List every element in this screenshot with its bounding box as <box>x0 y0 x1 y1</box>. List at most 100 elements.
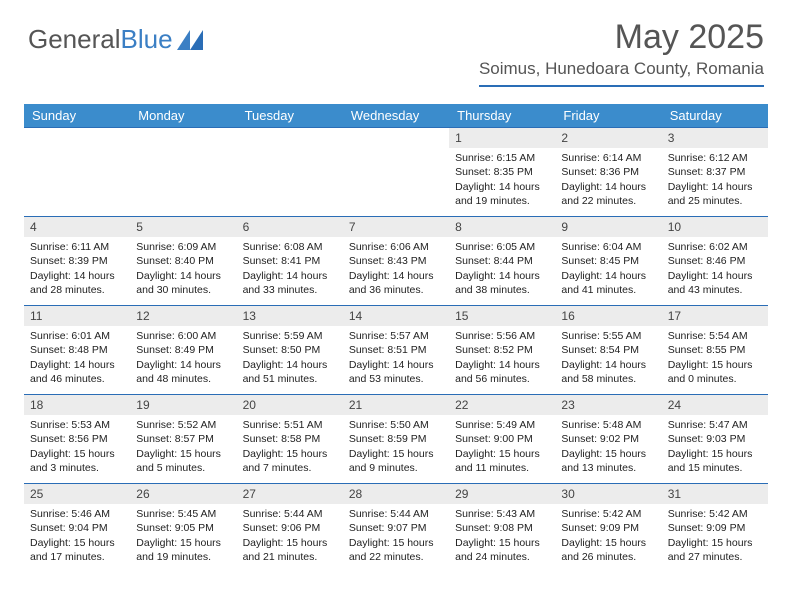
day-cell <box>24 128 130 216</box>
weekday-header: Tuesday <box>237 104 343 127</box>
day-cell: 24Sunrise: 5:47 AMSunset: 9:03 PMDayligh… <box>662 395 768 483</box>
sunrise-text: Sunrise: 5:54 AM <box>668 329 762 343</box>
logo-triangle-icon <box>177 30 203 50</box>
weekday-header: Sunday <box>24 104 130 127</box>
sunset-text: Sunset: 8:43 PM <box>349 254 443 268</box>
day-number: 23 <box>555 395 661 415</box>
sunrise-text: Sunrise: 6:09 AM <box>136 240 230 254</box>
daylight-text-2: and 33 minutes. <box>243 283 337 297</box>
day-number: 24 <box>662 395 768 415</box>
day-number: 3 <box>662 128 768 148</box>
sunset-text: Sunset: 8:55 PM <box>668 343 762 357</box>
day-cell: 7 Sunrise: 6:06 AMSunset: 8:43 PMDaylight… <box>343 217 449 305</box>
day-content: Sunrise: 5:53 AMSunset: 8:56 PMDaylight:… <box>24 418 130 479</box>
day-number: 22 <box>449 395 555 415</box>
day-number: 28 <box>343 484 449 504</box>
day-number: 18 <box>24 395 130 415</box>
sunrise-text: Sunrise: 5:52 AM <box>136 418 230 432</box>
day-content: Sunrise: 6:04 AMSunset: 8:45 PMDaylight:… <box>555 240 661 301</box>
day-content: Sunrise: 6:12 AMSunset: 8:37 PMDaylight:… <box>662 151 768 212</box>
daylight-text-1: Daylight: 15 hours <box>30 536 124 550</box>
sunrise-text: Sunrise: 5:59 AM <box>243 329 337 343</box>
sunset-text: Sunset: 8:56 PM <box>30 432 124 446</box>
daylight-text-1: Daylight: 14 hours <box>561 358 655 372</box>
month-title: May 2025 <box>479 18 764 57</box>
weekday-header: Wednesday <box>343 104 449 127</box>
weekday-header: Thursday <box>449 104 555 127</box>
day-content: Sunrise: 6:11 AMSunset: 8:39 PMDaylight:… <box>24 240 130 301</box>
location: Soimus, Hunedoara County, Romania <box>479 59 764 87</box>
sunrise-text: Sunrise: 5:45 AM <box>136 507 230 521</box>
day-cell: 22Sunrise: 5:49 AMSunset: 9:00 PMDayligh… <box>449 395 555 483</box>
week-row: 4Sunrise: 6:11 AMSunset: 8:39 PMDaylight… <box>24 216 768 305</box>
daylight-text-2: and 7 minutes. <box>243 461 337 475</box>
sunset-text: Sunset: 8:51 PM <box>349 343 443 357</box>
day-cell: 6Sunrise: 6:08 AMSunset: 8:41 PMDaylight… <box>237 217 343 305</box>
day-cell: 3 Sunrise: 6:12 AMSunset: 8:37 PMDaylight… <box>662 128 768 216</box>
day-number: 21 <box>343 395 449 415</box>
daylight-text-1: Daylight: 15 hours <box>668 447 762 461</box>
day-content: Sunrise: 6:01 AMSunset: 8:48 PMDaylight:… <box>24 329 130 390</box>
sunset-text: Sunset: 8:52 PM <box>455 343 549 357</box>
daylight-text-2: and 26 minutes. <box>561 550 655 564</box>
daylight-text-2: and 0 minutes. <box>668 372 762 386</box>
day-content: Sunrise: 6:09 AMSunset: 8:40 PMDaylight:… <box>130 240 236 301</box>
day-cell: 31Sunrise: 5:42 AMSunset: 9:09 PMDayligh… <box>662 484 768 572</box>
sunrise-text: Sunrise: 5:42 AM <box>668 507 762 521</box>
daylight-text-1: Daylight: 15 hours <box>561 447 655 461</box>
sunrise-text: Sunrise: 6:02 AM <box>668 240 762 254</box>
day-number: 5 <box>130 217 236 237</box>
daylight-text-1: Daylight: 15 hours <box>243 536 337 550</box>
day-content: Sunrise: 5:44 AMSunset: 9:07 PMDaylight:… <box>343 507 449 568</box>
sunrise-text: Sunrise: 5:50 AM <box>349 418 443 432</box>
day-cell: 18 Sunrise: 5:53 AMSunset: 8:56 PMDayligh… <box>24 395 130 483</box>
day-content: Sunrise: 5:43 AMSunset: 9:08 PMDaylight:… <box>449 507 555 568</box>
sunset-text: Sunset: 8:50 PM <box>243 343 337 357</box>
daylight-text-1: Daylight: 15 hours <box>455 447 549 461</box>
day-cell: 21Sunrise: 5:50 AMSunset: 8:59 PMDayligh… <box>343 395 449 483</box>
day-cell: 16Sunrise: 5:55 AMSunset: 8:54 PMDayligh… <box>555 306 661 394</box>
day-content: Sunrise: 6:15 AMSunset: 8:35 PMDaylight:… <box>449 151 555 212</box>
day-cell: 15Sunrise: 5:56 AMSunset: 8:52 PMDayligh… <box>449 306 555 394</box>
day-cell: 30Sunrise: 5:42 AMSunset: 9:09 PMDayligh… <box>555 484 661 572</box>
daylight-text-2: and 43 minutes. <box>668 283 762 297</box>
day-number: 7 <box>343 217 449 237</box>
sunrise-text: Sunrise: 5:49 AM <box>455 418 549 432</box>
daylight-text-2: and 46 minutes. <box>30 372 124 386</box>
sunrise-text: Sunrise: 6:01 AM <box>30 329 124 343</box>
week-row: 11Sunrise: 6:01 AMSunset: 8:48 PMDayligh… <box>24 305 768 394</box>
sunset-text: Sunset: 8:54 PM <box>561 343 655 357</box>
day-content: Sunrise: 5:42 AMSunset: 9:09 PMDaylight:… <box>662 507 768 568</box>
sunrise-text: Sunrise: 5:47 AM <box>668 418 762 432</box>
daylight-text-2: and 13 minutes. <box>561 461 655 475</box>
sunrise-text: Sunrise: 5:46 AM <box>30 507 124 521</box>
sunset-text: Sunset: 8:35 PM <box>455 165 549 179</box>
day-content: Sunrise: 5:57 AMSunset: 8:51 PMDaylight:… <box>343 329 449 390</box>
logo-text-1: General <box>28 24 121 55</box>
day-cell: 23Sunrise: 5:48 AMSunset: 9:02 PMDayligh… <box>555 395 661 483</box>
daylight-text-2: and 22 minutes. <box>349 550 443 564</box>
header-right: May 2025 Soimus, Hunedoara County, Roman… <box>479 18 764 87</box>
day-number: 6 <box>237 217 343 237</box>
day-cell: 29 Sunrise: 5:43 AMSunset: 9:08 PMDayligh… <box>449 484 555 572</box>
day-content: Sunrise: 5:46 AMSunset: 9:04 PMDaylight:… <box>24 507 130 568</box>
day-cell: 9Sunrise: 6:04 AMSunset: 8:45 PMDaylight… <box>555 217 661 305</box>
daylight-text-1: Daylight: 14 hours <box>136 358 230 372</box>
day-content: Sunrise: 6:06 AMSunset: 8:43 PMDaylight:… <box>343 240 449 301</box>
day-cell: 17Sunrise: 5:54 AMSunset: 8:55 PMDayligh… <box>662 306 768 394</box>
day-content: Sunrise: 5:52 AMSunset: 8:57 PMDaylight:… <box>130 418 236 479</box>
sunset-text: Sunset: 8:37 PM <box>668 165 762 179</box>
day-number: 29 <box>449 484 555 504</box>
daylight-text-1: Daylight: 15 hours <box>243 447 337 461</box>
day-cell: 28 Sunrise: 5:44 AMSunset: 9:07 PMDayligh… <box>343 484 449 572</box>
day-content: Sunrise: 5:54 AMSunset: 8:55 PMDaylight:… <box>662 329 768 390</box>
day-number: 8 <box>449 217 555 237</box>
sunrise-text: Sunrise: 5:56 AM <box>455 329 549 343</box>
sunrise-text: Sunrise: 6:04 AM <box>561 240 655 254</box>
sunrise-text: Sunrise: 5:43 AM <box>455 507 549 521</box>
day-number: 25 <box>24 484 130 504</box>
sunset-text: Sunset: 9:06 PM <box>243 521 337 535</box>
day-cell: 10Sunrise: 6:02 AMSunset: 8:46 PMDayligh… <box>662 217 768 305</box>
weekday-header: Monday <box>130 104 236 127</box>
day-cell: 5 Sunrise: 6:09 AMSunset: 8:40 PMDaylight… <box>130 217 236 305</box>
